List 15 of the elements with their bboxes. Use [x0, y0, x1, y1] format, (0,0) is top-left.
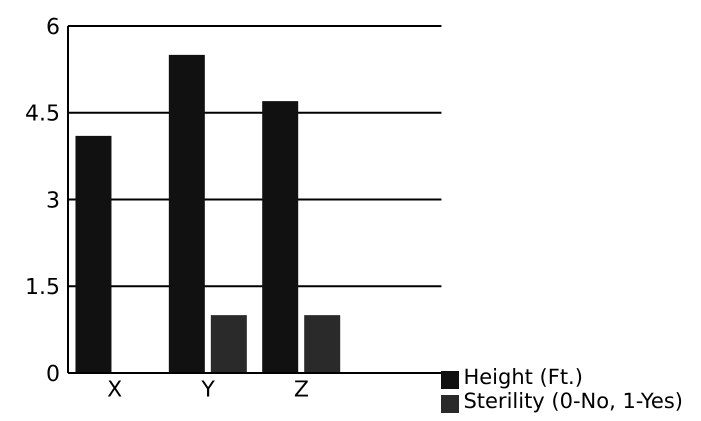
- bar: [168, 54, 205, 373]
- x-tick-label: Z: [294, 378, 309, 403]
- x-tick-label: X: [107, 378, 122, 403]
- y-tick-label: 3: [46, 188, 60, 214]
- y-tick-label: 1.5: [25, 275, 60, 300]
- legend-label: Height (Ft.): [463, 365, 583, 389]
- bar: [210, 315, 247, 373]
- bar: [304, 315, 340, 373]
- x-tick-label: Y: [200, 378, 216, 403]
- y-tick-label: 6: [46, 14, 60, 40]
- y-tick-label: 0: [46, 362, 60, 387]
- legend-label: Sterility (0-No, 1-Yes): [463, 389, 683, 413]
- bar: [262, 101, 298, 373]
- y-tick-label: 4.5: [25, 102, 60, 127]
- bar: [75, 136, 112, 373]
